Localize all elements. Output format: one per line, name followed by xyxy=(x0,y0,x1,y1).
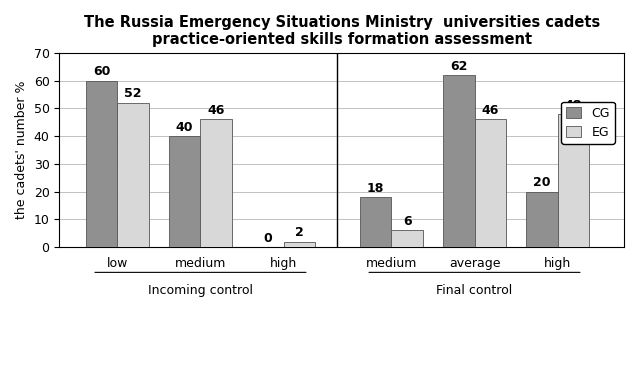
Text: 60: 60 xyxy=(93,65,111,78)
Bar xyxy=(118,103,149,247)
Title: The Russia Emergency Situations Ministry  universities cadets
practice-oriented : The Russia Emergency Situations Ministry… xyxy=(84,15,600,47)
Bar xyxy=(392,230,423,247)
Bar xyxy=(443,75,475,247)
Bar xyxy=(558,114,589,247)
Bar xyxy=(284,242,315,247)
Text: Incoming control: Incoming control xyxy=(148,284,253,297)
Text: 48: 48 xyxy=(565,99,582,112)
Bar xyxy=(526,192,558,247)
Text: 2: 2 xyxy=(295,226,304,239)
Text: 20: 20 xyxy=(533,176,551,189)
Text: 6: 6 xyxy=(403,215,412,228)
Y-axis label: the cadets' number %: the cadets' number % xyxy=(15,81,28,219)
Bar xyxy=(86,81,118,247)
Text: 52: 52 xyxy=(125,88,142,100)
Bar xyxy=(201,119,232,247)
Text: 18: 18 xyxy=(367,182,385,195)
Legend: CG, EG: CG, EG xyxy=(562,102,615,144)
Bar xyxy=(169,136,201,247)
Text: 40: 40 xyxy=(176,121,194,134)
Text: 62: 62 xyxy=(450,60,467,73)
Text: 46: 46 xyxy=(208,104,225,117)
Bar xyxy=(360,197,392,247)
Text: Final control: Final control xyxy=(436,284,512,297)
Text: 46: 46 xyxy=(482,104,499,117)
Bar xyxy=(475,119,506,247)
Text: 0: 0 xyxy=(263,232,272,245)
